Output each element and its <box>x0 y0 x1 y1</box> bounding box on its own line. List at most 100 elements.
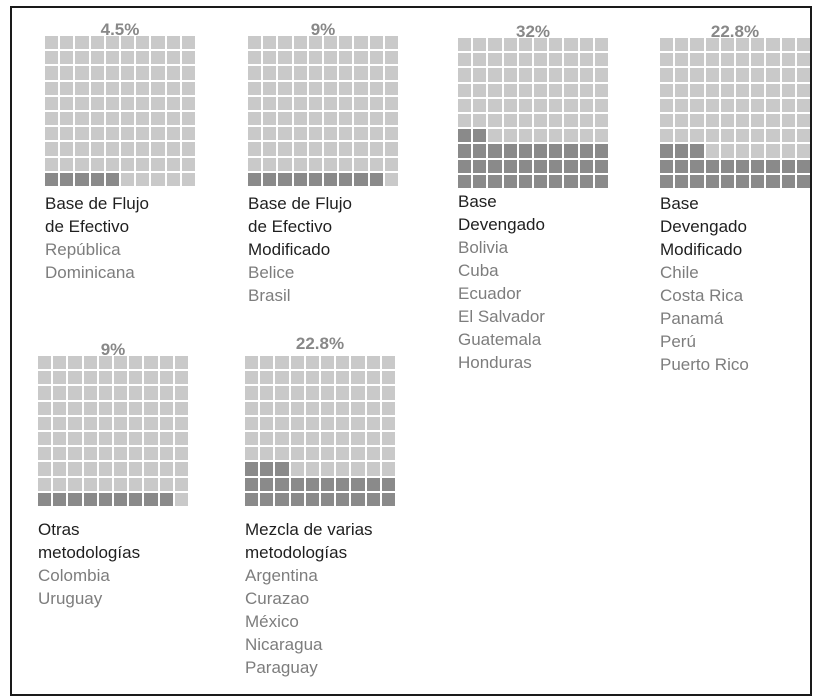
waffle-cell-empty <box>159 401 173 415</box>
waffle-cell-empty <box>38 462 52 476</box>
waffle-cell-empty <box>594 53 608 67</box>
waffle-cell-empty <box>151 142 165 156</box>
waffle-cell-empty <box>518 113 532 128</box>
waffle-cell-empty <box>781 144 795 158</box>
waffle-cell-empty <box>144 462 158 476</box>
waffle-cell-empty <box>796 68 810 82</box>
waffle-cell-empty <box>339 96 353 110</box>
waffle-cell-filled <box>796 159 810 173</box>
waffle-cell-empty <box>45 142 59 156</box>
waffle-cell-empty <box>369 127 383 141</box>
waffle-cell-empty <box>263 36 277 50</box>
waffle-cell-filled <box>263 172 277 186</box>
category-label: Mezcla de varias metodologías <box>245 520 373 562</box>
waffle-cell-filled <box>690 174 704 188</box>
waffle-cell-empty <box>60 157 74 171</box>
waffle-cell-empty <box>720 68 734 82</box>
country-name: Colombia <box>38 566 110 585</box>
waffle-cell-empty <box>174 431 188 446</box>
waffle-cell-filled <box>275 462 289 476</box>
waffle-cell-empty <box>705 38 719 52</box>
waffle-cell-empty <box>290 386 304 400</box>
waffle-cell-empty <box>248 142 262 156</box>
waffle-cell-empty <box>533 83 548 97</box>
waffle-cell-empty <box>369 142 383 156</box>
waffle-cell-empty <box>136 157 150 171</box>
waffle-cell-empty <box>68 462 82 476</box>
waffle-cell-empty <box>68 416 82 430</box>
waffle-cell-empty <box>159 371 173 385</box>
waffle-cell-empty <box>136 142 150 156</box>
waffle-cell-empty <box>53 431 67 446</box>
waffle-cell-empty <box>45 127 59 141</box>
waffle-cell-empty <box>275 401 289 415</box>
panel-text: Mezcla de varias metodologías Argentina Cu… <box>245 518 435 679</box>
waffle-cell-filled <box>503 144 517 158</box>
waffle-cell-empty <box>166 142 180 156</box>
waffle-cell-empty <box>766 129 780 143</box>
waffle-cell-empty <box>384 127 398 141</box>
waffle-cell-empty <box>166 172 180 186</box>
waffle-cell-filled <box>260 477 274 491</box>
waffle-cell-empty <box>564 38 578 52</box>
waffle-cell-empty <box>305 386 319 400</box>
waffle-cell-empty <box>323 66 338 80</box>
waffle-cell-empty <box>278 157 292 171</box>
waffle-cell-empty <box>369 81 383 95</box>
waffle-cell-empty <box>735 83 750 97</box>
waffle-cell-empty <box>129 416 143 430</box>
waffle-cell-filled <box>735 159 750 173</box>
waffle-cell-empty <box>68 431 82 446</box>
waffle-cell-empty <box>781 38 795 52</box>
waffle-cell-empty <box>90 157 104 171</box>
waffle-cell-empty <box>120 96 135 110</box>
waffle-cell-empty <box>174 462 188 476</box>
country-name: Curazao <box>245 589 310 608</box>
waffle-cell-empty <box>796 38 810 52</box>
waffle-cell-empty <box>796 129 810 143</box>
waffle-cell-empty <box>159 431 173 446</box>
waffle-cell-empty <box>518 83 532 97</box>
waffle-cell-empty <box>305 371 319 385</box>
waffle-cell-empty <box>735 113 750 128</box>
waffle-cell-empty <box>245 386 259 400</box>
waffle-cell-empty <box>129 356 143 370</box>
waffle-cell-empty <box>248 51 262 65</box>
waffle-cell-filled <box>293 172 307 186</box>
waffle-cell-empty <box>151 111 165 126</box>
waffle-cell-empty <box>488 129 502 143</box>
waffle-cell-filled <box>458 159 472 173</box>
waffle-cell-empty <box>83 356 97 370</box>
waffle-cell-filled <box>381 492 395 506</box>
waffle-cell-empty <box>690 129 704 143</box>
waffle-cell-empty <box>660 129 674 143</box>
waffle-cell-empty <box>781 53 795 67</box>
waffle-cell-empty <box>336 386 350 400</box>
waffle-cell-empty <box>781 98 795 112</box>
waffle-cell-empty <box>293 96 307 110</box>
waffle-cell-filled <box>533 144 548 158</box>
waffle-cell-empty <box>579 113 593 128</box>
waffle-cell-empty <box>503 83 517 97</box>
waffle-cell-empty <box>503 98 517 112</box>
waffle-cell-empty <box>83 447 97 461</box>
panel-text: Otras metodologías Colombia Uruguay <box>38 518 228 610</box>
waffle-cell-empty <box>105 127 119 141</box>
waffle-cell-empty <box>60 36 74 50</box>
waffle-cell-empty <box>381 371 395 385</box>
waffle-cell-filled <box>113 492 128 506</box>
waffle-cell-filled <box>458 174 472 188</box>
waffle-cell-filled <box>245 477 259 491</box>
waffle-cell-empty <box>488 113 502 128</box>
waffle-grid <box>458 38 608 188</box>
waffle-cell-empty <box>245 371 259 385</box>
waffle-cell-empty <box>245 447 259 461</box>
waffle-cell-empty <box>796 144 810 158</box>
waffle-cell-empty <box>323 36 338 50</box>
waffle-cell-empty <box>705 98 719 112</box>
waffle-cell-empty <box>181 142 195 156</box>
percent-label: 32% <box>515 22 551 41</box>
waffle-cell-empty <box>166 127 180 141</box>
waffle-cell-empty <box>690 98 704 112</box>
waffle-cell-filled <box>45 172 59 186</box>
